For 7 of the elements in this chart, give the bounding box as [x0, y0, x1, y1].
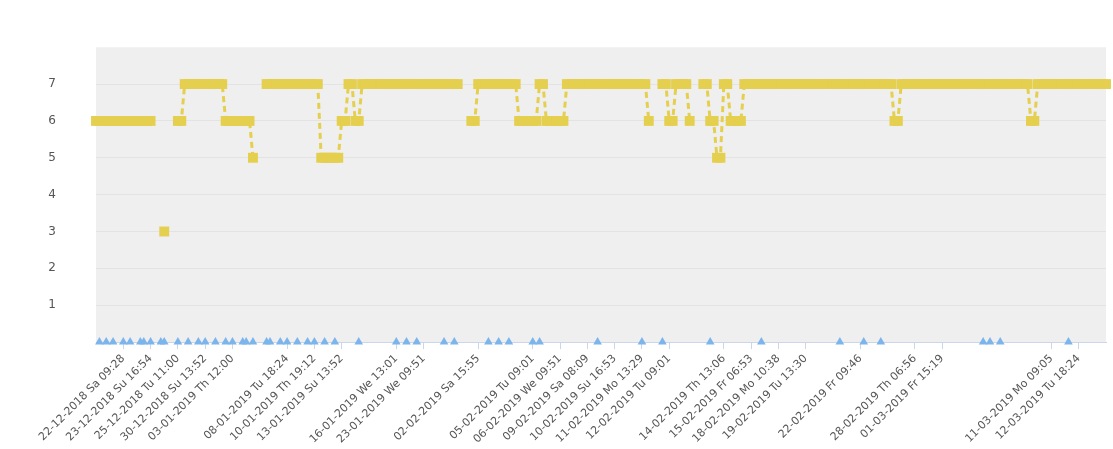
y-tick-label: 5 [48, 149, 56, 164]
y-tick-label: 1 [48, 297, 56, 312]
y-tick-label: 6 [48, 113, 56, 128]
y-tick-label: 2 [48, 260, 56, 275]
y-tick-label: 3 [48, 223, 56, 238]
y-tick-label: 4 [48, 186, 56, 201]
y-tick-label: 7 [48, 76, 56, 91]
